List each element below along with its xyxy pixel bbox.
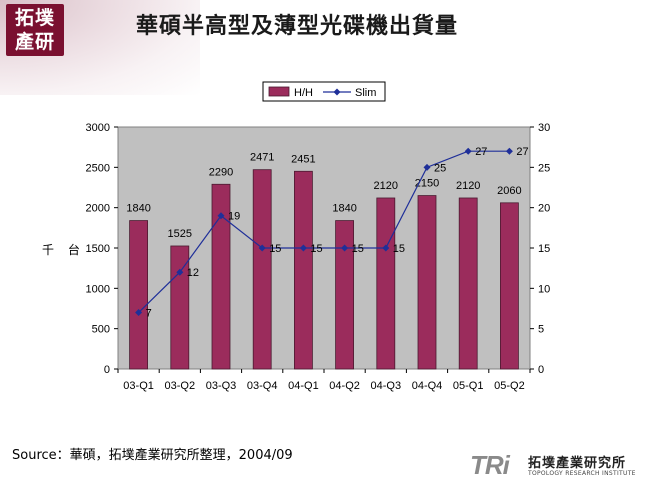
y-tick-label: 0 <box>104 364 110 376</box>
bar <box>335 220 355 370</box>
bar <box>417 195 437 370</box>
x-tick-label: 04-Q4 <box>412 380 443 392</box>
bar <box>458 197 478 370</box>
line-data-label: 15 <box>393 243 405 255</box>
slim-point <box>217 212 225 220</box>
line-data-label: 15 <box>269 243 281 255</box>
slim-point <box>176 268 184 276</box>
y2-tick-label: 25 <box>538 162 550 174</box>
line-data-label: 27 <box>475 146 487 158</box>
y2-tick-label: 15 <box>538 243 550 255</box>
logo-line-1: 拓墣 <box>14 7 55 29</box>
x-tick-label: 05-Q1 <box>453 380 484 392</box>
bar-data-label: 2120 <box>374 180 398 192</box>
y-tick-label: 500 <box>92 324 110 336</box>
slim-point <box>382 244 390 252</box>
line-data-label: 15 <box>310 243 322 255</box>
line-data-label: 19 <box>228 211 240 223</box>
legend-marker-slim <box>333 88 341 96</box>
y-tick-label: 1500 <box>86 243 110 255</box>
x-tick-label: 04-Q1 <box>288 380 319 392</box>
legend-swatch-hh <box>268 86 290 97</box>
tri-logo: TRi 拓墣產業研究所 TOPOLOGY RESEARCH INSTITUTE <box>470 450 645 482</box>
slim-point <box>299 244 307 252</box>
x-tick-label: 03-Q3 <box>206 380 237 392</box>
y-tick-label: 3000 <box>86 122 110 134</box>
bar <box>252 169 272 370</box>
line-data-label: 15 <box>352 243 364 255</box>
y2-tick-label: 10 <box>538 283 550 295</box>
bar-data-label: 2471 <box>250 152 274 164</box>
x-tick-label: 03-Q2 <box>165 380 196 392</box>
bar-data-label: 1840 <box>126 203 150 215</box>
line-data-label: 25 <box>434 162 446 174</box>
page-title: 華碩半高型及薄型光碟機出貨量 <box>136 13 459 39</box>
source-note: Source：華碩，拓墣產業研究所整理，2004/09 <box>12 448 293 463</box>
bar-data-label: 2290 <box>209 166 233 178</box>
bar <box>499 202 519 370</box>
y-axis-label: 千 台 <box>42 243 85 257</box>
slim-point <box>505 147 513 155</box>
bar-data-label: 2120 <box>456 180 480 192</box>
y2-tick-label: 30 <box>538 122 550 134</box>
bar-data-label: 1840 <box>332 203 356 215</box>
bar-data-label: 2060 <box>497 185 521 197</box>
slim-point <box>464 147 472 155</box>
slim-point <box>423 163 431 171</box>
line-data-label: 27 <box>516 146 528 158</box>
x-tick-label: 05-Q2 <box>494 380 525 392</box>
bar <box>293 170 313 370</box>
x-tick-label: 04-Q2 <box>329 380 360 392</box>
y2-tick-label: 0 <box>538 364 544 376</box>
slim-point <box>258 244 266 252</box>
x-tick-label: 04-Q3 <box>371 380 402 392</box>
y-tick-label: 2000 <box>86 203 110 215</box>
line-data-label: 12 <box>187 267 199 279</box>
slim-point <box>135 309 143 317</box>
y-tick-label: 2500 <box>86 162 110 174</box>
tri-english-name: TOPOLOGY RESEARCH INSTITUTE <box>528 470 636 477</box>
institute-logo: 拓墣 產研 <box>6 4 64 56</box>
y-tick-label: 1000 <box>86 283 110 295</box>
legend-label-hh: H/H <box>294 87 313 99</box>
slim-point <box>341 244 349 252</box>
line-data-label: 7 <box>146 308 152 320</box>
logo-line-2: 產研 <box>14 31 55 53</box>
bar-data-label: 2451 <box>291 153 315 165</box>
bar <box>129 220 149 370</box>
x-tick-label: 03-Q1 <box>123 380 154 392</box>
tri-chinese-name: 拓墣產業研究所 <box>528 456 627 471</box>
bar-data-label: 1525 <box>168 228 192 240</box>
slim-line <box>138 150 510 313</box>
tri-mark: TRi <box>470 450 510 480</box>
x-tick-label: 03-Q4 <box>247 380 278 392</box>
bar <box>376 197 396 370</box>
bar <box>211 183 231 370</box>
y2-tick-label: 5 <box>538 324 544 336</box>
legend-label-slim: Slim <box>355 87 376 99</box>
y2-tick-label: 20 <box>538 203 550 215</box>
